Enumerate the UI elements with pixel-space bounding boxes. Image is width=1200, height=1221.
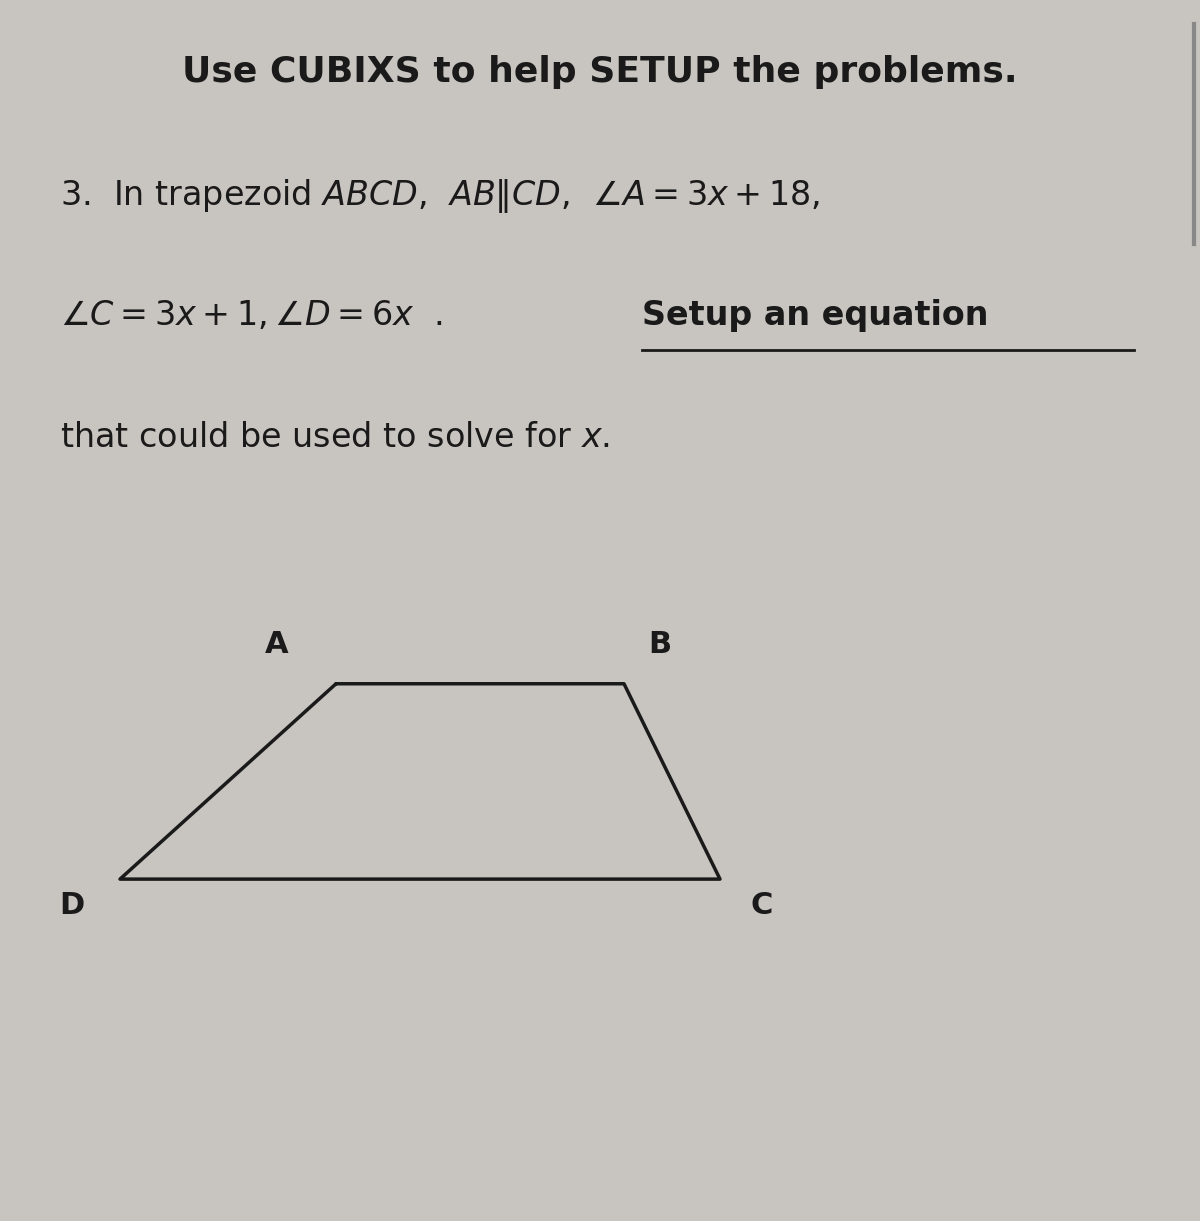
Text: D: D: [59, 891, 84, 921]
Text: Use CUBIXS to help SETUP the problems.: Use CUBIXS to help SETUP the problems.: [182, 55, 1018, 89]
Text: B: B: [648, 630, 671, 659]
Text: $\angle C = 3x+1, \angle D = 6x$  .: $\angle C = 3x+1, \angle D = 6x$ .: [60, 299, 456, 332]
Text: 3.  In trapezoid $ABCD$,  $AB \| CD$,  $\angle A = 3x+18$,: 3. In trapezoid $ABCD$, $AB \| CD$, $\an…: [60, 177, 820, 215]
Text: Setup an equation: Setup an equation: [642, 299, 989, 332]
Text: that could be used to solve for $x$.: that could be used to solve for $x$.: [60, 421, 610, 454]
Text: A: A: [264, 630, 288, 659]
Text: C: C: [750, 891, 773, 921]
